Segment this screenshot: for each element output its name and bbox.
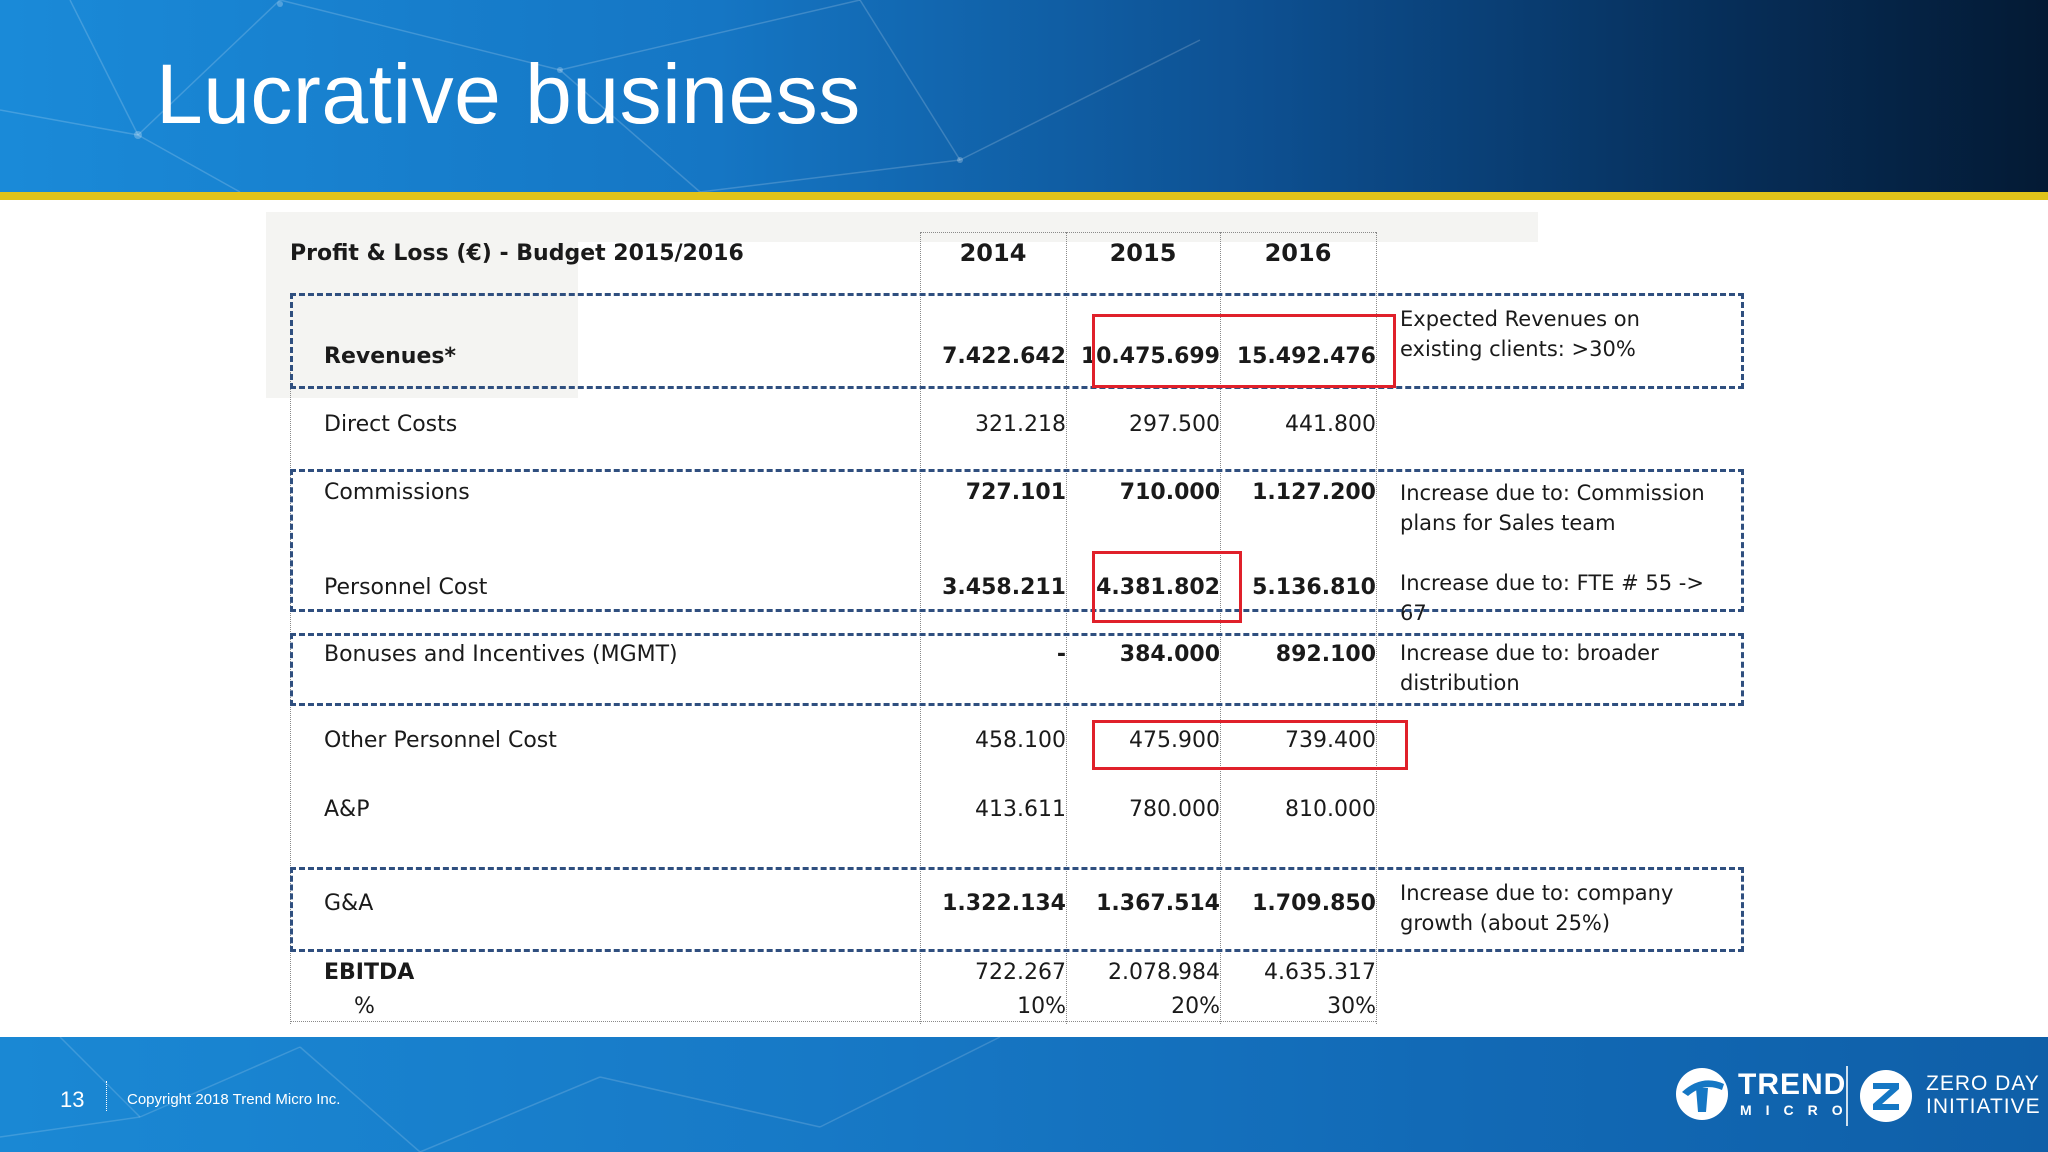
cell-other-personnel-2015: 475.900 xyxy=(1129,728,1220,753)
grid-line xyxy=(1376,232,1377,1024)
cell-personnel-cost-2015: 4.381.802 xyxy=(1096,575,1220,600)
accent-rule xyxy=(0,192,2048,200)
row-label-percent: % xyxy=(354,994,375,1019)
grid-line xyxy=(290,1021,1376,1022)
year-header-2016: 2016 xyxy=(1264,239,1332,267)
row-label-bonuses: Bonuses and Incentives (MGMT) xyxy=(324,642,678,667)
cell-other-personnel-2014: 458.100 xyxy=(975,728,1066,753)
zdi-line-2: INITIATIVE xyxy=(1926,1095,2041,1118)
cell-bonuses-2016: 892.100 xyxy=(1275,642,1376,667)
row-label-direct-costs: Direct Costs xyxy=(324,412,458,437)
cell-bonuses-2015: 384.000 xyxy=(1119,642,1220,667)
note-bonuses: Increase due to: broader distribution xyxy=(1400,641,1659,695)
row-label-revenues: Revenues* xyxy=(324,344,456,369)
cell-ebitda-2016: 4.635.317 xyxy=(1264,960,1376,985)
cell-ebitda-2015: 2.078.984 xyxy=(1108,960,1220,985)
cell-a-and-p-2015: 780.000 xyxy=(1129,797,1220,822)
highlight-group-ga xyxy=(290,867,1744,952)
footer-logos: TREND MICRO ZERO DAY INITIATIVE xyxy=(1672,1062,2042,1134)
page-number: 13 xyxy=(60,1087,85,1112)
zdi-line-1: ZERO DAY xyxy=(1926,1072,2040,1095)
cell-direct-costs-2014: 321.218 xyxy=(975,412,1066,437)
profit-loss-table: Profit & Loss (€) - Budget 2015/2016 201… xyxy=(266,212,1754,1024)
cell-direct-costs-2016: 441.800 xyxy=(1285,412,1376,437)
cell-direct-costs-2015: 297.500 xyxy=(1129,412,1220,437)
network-pattern-decoration xyxy=(0,1037,1001,1152)
copyright-text: Copyright 2018 Trend Micro Inc. xyxy=(127,1091,341,1108)
note-revenues: Expected Revenues on existing clients: >… xyxy=(1400,307,1640,361)
trend-micro-logo-icon xyxy=(1676,1068,1728,1120)
red-highlight-personnel-2015 xyxy=(1092,551,1242,623)
cell-g-and-a-2015: 1.367.514 xyxy=(1096,891,1220,916)
note-personnel: Increase due to: FTE # 55 -> 67 xyxy=(1400,571,1704,625)
row-label-a-and-p: A&P xyxy=(324,797,370,822)
cell-percent-2015: 20% xyxy=(1171,994,1220,1019)
year-header-2015: 2015 xyxy=(1109,239,1177,267)
note-ga: Increase due to: company growth (about 2… xyxy=(1400,881,1674,935)
logo-divider xyxy=(1846,1066,1848,1126)
cell-percent-2014: 10% xyxy=(1017,994,1066,1019)
zdi-logo-text: ZERO DAY INITIATIVE xyxy=(1926,1072,2041,1118)
footer-divider xyxy=(106,1081,107,1111)
row-label-ebitda: EBITDA xyxy=(324,960,415,985)
cell-bonuses-2014: - xyxy=(1056,642,1066,667)
header-row-shade xyxy=(266,212,1538,242)
micro-logo-text: MICRO xyxy=(1740,1102,1857,1118)
cell-personnel-cost-2014: 3.458.211 xyxy=(942,575,1066,600)
grid-line xyxy=(1220,232,1221,1024)
cell-personnel-cost-2016: 5.136.810 xyxy=(1252,575,1376,600)
year-header-2014: 2014 xyxy=(959,239,1027,267)
title-band: Lucrative business xyxy=(0,0,2048,192)
cell-commissions-2016: 1.127.200 xyxy=(1252,480,1376,505)
trend-logo-text: TREND xyxy=(1738,1068,1847,1101)
network-pattern-decoration xyxy=(0,0,1201,192)
cell-revenues-2016: 15.492.476 xyxy=(1236,344,1376,369)
row-label-personnel-cost: Personnel Cost xyxy=(324,575,488,600)
note-commissions: Increase due to: Commission plans for Sa… xyxy=(1400,481,1705,535)
grid-line xyxy=(920,232,1376,233)
cell-other-personnel-2016: 739.400 xyxy=(1285,728,1376,753)
cell-commissions-2014: 727.101 xyxy=(965,480,1066,505)
cell-ebitda-2014: 722.267 xyxy=(975,960,1066,985)
red-highlight-other-personnel xyxy=(1092,720,1408,770)
cell-commissions-2015: 710.000 xyxy=(1119,480,1220,505)
table-heading: Profit & Loss (€) - Budget 2015/2016 xyxy=(290,241,744,266)
highlight-group-revenues xyxy=(290,293,1744,389)
highlight-group-bonuses xyxy=(290,633,1744,706)
cell-g-and-a-2016: 1.709.850 xyxy=(1252,891,1376,916)
red-highlight-revenues xyxy=(1092,314,1396,388)
cell-a-and-p-2016: 810.000 xyxy=(1285,797,1376,822)
highlight-group-personnel xyxy=(290,469,1744,612)
cell-percent-2016: 30% xyxy=(1327,994,1376,1019)
zero-day-initiative-logo-icon xyxy=(1860,1070,1912,1122)
cell-g-and-a-2014: 1.322.134 xyxy=(942,891,1066,916)
slide-title: Lucrative business xyxy=(156,47,861,141)
cell-a-and-p-2014: 413.611 xyxy=(975,797,1066,822)
cell-revenues-2014: 7.422.642 xyxy=(942,344,1066,369)
grid-line xyxy=(920,232,921,1024)
row-label-commissions: Commissions xyxy=(324,480,470,505)
cell-revenues-2015: 10.475.699 xyxy=(1080,344,1220,369)
grid-line xyxy=(1066,232,1067,1024)
row-label-other-personnel-cost: Other Personnel Cost xyxy=(324,728,557,753)
row-label-g-and-a: G&A xyxy=(324,891,374,916)
revenues-row-shade xyxy=(266,242,578,398)
